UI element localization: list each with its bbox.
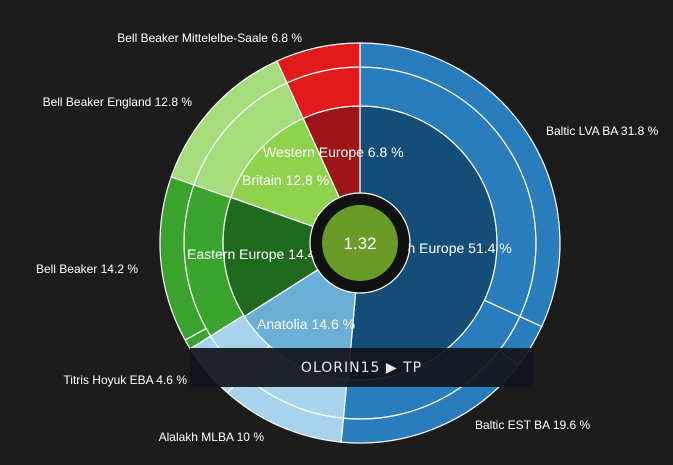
outer-segment-8[interactable] (276, 42, 361, 84)
outer-labels: Baltic LVA BA 31.8 % Baltic EST BA 19.6 %… (36, 31, 659, 444)
outer-ring (159, 42, 561, 444)
center-value-label: 1.32 (343, 234, 376, 253)
inner-ring (222, 105, 498, 381)
outer-label-1: Baltic EST BA 19.6 % (475, 418, 591, 432)
outer-label-5: Bell Beaker England 12.8 % (43, 95, 193, 109)
center-group: 1.32 (311, 194, 409, 292)
inner-label-4: Western Europe 6.8 % (263, 144, 404, 160)
banner-text: OLORIN15 ▶ TP (300, 359, 423, 376)
outer-label-0: Baltic LVA BA 31.8 % (546, 124, 659, 138)
source-banner[interactable]: OLORIN15 ▶ TP (190, 348, 533, 387)
inner-label-3: Britain 12.8 % (242, 172, 329, 188)
inner-label-2: Eastern Europe 14.4 % (187, 246, 332, 262)
outer-label-4: Bell Beaker 14.2 % (36, 262, 138, 276)
inner-label-1: Anatolia 14.6 % (257, 316, 355, 332)
center-disc (322, 205, 398, 281)
outer-label-3: Titris Hoyuk EBA 4.6 % (63, 373, 187, 387)
outer-label-6: Bell Beaker Mittelelbe-Saale 6.8 % (117, 31, 302, 45)
inner-label-0: North Europe 51.4 % (381, 240, 512, 256)
outer-label-2: Alalakh MLBA 10 % (159, 430, 265, 444)
inner-labels: North Europe 51.4 % Anatolia 14.6 % Easter… (187, 144, 512, 332)
